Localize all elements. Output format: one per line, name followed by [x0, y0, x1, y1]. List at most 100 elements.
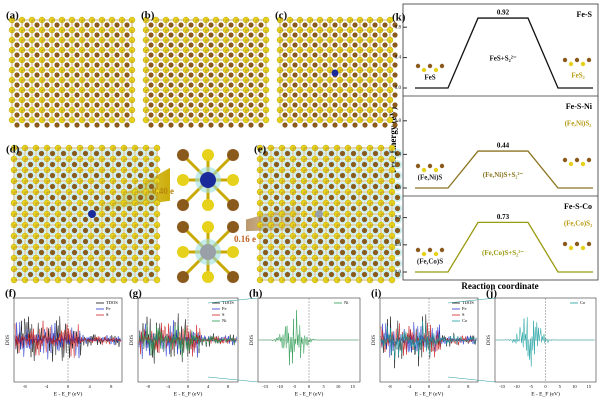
fe-atom [124, 32, 130, 38]
fe-atom [126, 249, 133, 256]
fe-atom [34, 22, 40, 28]
fe-atom [158, 122, 164, 128]
fe-atom [104, 194, 111, 201]
x-tick-label: 0 [67, 384, 70, 389]
fe-atom [137, 227, 144, 234]
fe-atom [16, 161, 23, 168]
fe-atom [94, 22, 100, 28]
dopant-atom [88, 210, 96, 218]
fe-atom [82, 172, 89, 179]
fe-atom [114, 72, 120, 78]
fe-atom [74, 52, 80, 58]
barrier-label: 0.73 [497, 213, 510, 221]
fe-atom [312, 92, 318, 98]
fe-atom [306, 249, 313, 256]
state-label: (Fe,Co)S [417, 258, 443, 266]
fe-atom [158, 112, 164, 118]
fe-atom [208, 82, 214, 88]
fe-atom [115, 172, 122, 179]
fe-atom [148, 271, 155, 278]
fe-atom [188, 122, 194, 128]
dos-curve [14, 320, 121, 358]
fe-atom [93, 238, 100, 245]
fe-atom [372, 238, 379, 245]
fe-atom [27, 216, 34, 223]
fe-atom [306, 260, 313, 267]
atom [415, 247, 421, 253]
fe-atom [27, 183, 34, 190]
fe-atom [27, 238, 34, 245]
fe-atom [392, 22, 398, 28]
fe-atom [93, 161, 100, 168]
fe-atom [126, 205, 133, 212]
fe-atom [198, 102, 204, 108]
fe-atom [124, 82, 130, 88]
atom [568, 161, 574, 167]
fe-atom [14, 42, 20, 48]
x-tick-label: 10 [572, 384, 577, 389]
fe-atom [16, 260, 23, 267]
fe-atom [339, 238, 346, 245]
fe-atom [394, 249, 401, 256]
y-axis-label: DOS [372, 335, 377, 345]
fe-atom [228, 102, 234, 108]
atom [433, 251, 439, 257]
fe-atom [342, 102, 348, 108]
state-label: FeS₂ [571, 72, 584, 80]
fe-atom [238, 22, 244, 28]
fe-atom [284, 227, 291, 234]
fe-atom [64, 52, 70, 58]
fe-atom [208, 62, 214, 68]
fe-atom [104, 161, 111, 168]
fe-atom [84, 112, 90, 118]
fe-atom [317, 238, 324, 245]
panel-label: (d) [6, 144, 20, 156]
x-tick-label: 8 [110, 384, 113, 389]
fe-atom [328, 271, 335, 278]
fe-atom [372, 249, 379, 256]
fe-atom [115, 194, 122, 201]
fe-atom [60, 194, 67, 201]
legend-label: S [106, 312, 109, 317]
fe-atom [14, 92, 20, 98]
fe-atom [248, 122, 254, 128]
fe-atom [34, 52, 40, 58]
fe-atom [312, 62, 318, 68]
fe-atom [372, 102, 378, 108]
fe-atom [84, 42, 90, 48]
fe-atom [273, 205, 280, 212]
panel-label: (i) [371, 288, 382, 300]
fe-atom [208, 52, 214, 58]
fe-atom [322, 72, 328, 78]
fe-atom [342, 82, 348, 88]
atom [427, 63, 433, 69]
fe-atom [317, 194, 324, 201]
fe-atom [54, 52, 60, 58]
fe-atom [372, 52, 378, 58]
fe-atom [302, 42, 308, 48]
fe-atom [262, 172, 269, 179]
fe-atom [361, 161, 368, 168]
fe-atom [71, 205, 78, 212]
legend-label: TDOS [462, 300, 474, 305]
atom [580, 245, 586, 251]
fe-atom [74, 92, 80, 98]
fe-atom [228, 22, 234, 28]
fe-atom [115, 216, 122, 223]
fe-atom [317, 249, 324, 256]
fe-atom [208, 32, 214, 38]
x-tick-label: 5 [559, 384, 562, 389]
atom [568, 245, 574, 251]
fe-atom [284, 183, 291, 190]
fe-atom [34, 62, 40, 68]
fe-atom [71, 183, 78, 190]
fe-atom [227, 174, 239, 186]
fe-atom [227, 271, 239, 283]
fe-atom [238, 52, 244, 58]
panel-label: (a) [6, 10, 19, 22]
fe-atom [350, 194, 357, 201]
fe-atom [14, 122, 20, 128]
fe-atom [104, 216, 111, 223]
panel-label: (c) [275, 10, 288, 22]
fe-atom [295, 216, 302, 223]
